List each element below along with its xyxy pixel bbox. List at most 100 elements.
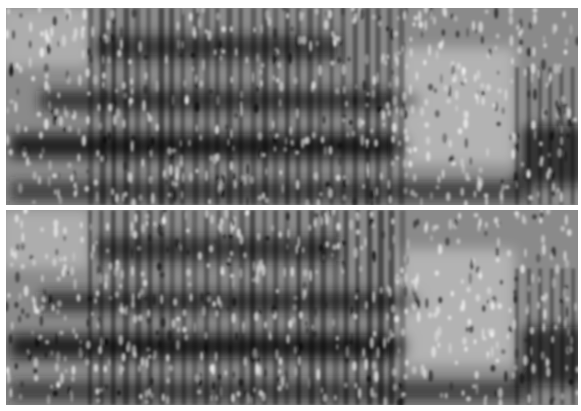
speckle (99, 35, 103, 43)
speckle (31, 200, 37, 205)
speckle (251, 277, 256, 283)
speckle (63, 233, 66, 242)
speckle (372, 392, 378, 399)
striation (570, 67, 575, 205)
speckle (478, 167, 483, 174)
speckle (104, 338, 109, 346)
speckle (80, 236, 84, 244)
speckle (90, 251, 93, 260)
speckle (532, 46, 536, 57)
speckle (50, 384, 54, 389)
speckle (466, 110, 469, 119)
speckle (8, 148, 13, 156)
speckle (148, 233, 151, 242)
speckle (195, 168, 199, 174)
speckle (476, 69, 481, 80)
speckle (184, 94, 190, 104)
speckle (423, 8, 428, 14)
speckle (518, 18, 523, 30)
speckle (519, 39, 523, 46)
speckle (220, 265, 223, 273)
speckle (315, 269, 319, 275)
speckle (188, 172, 194, 182)
speckle (473, 212, 479, 218)
speckle (385, 312, 389, 321)
speckle (13, 250, 18, 260)
speckle (7, 372, 11, 384)
speckle (308, 54, 311, 62)
speckle (21, 232, 24, 245)
speckle (6, 29, 9, 39)
speckle (57, 188, 60, 199)
speckle (496, 222, 500, 228)
speckle (269, 131, 272, 136)
speckle (508, 8, 513, 16)
speckle (143, 296, 149, 301)
speckle (355, 288, 360, 294)
speckle (9, 262, 14, 268)
speckle (131, 8, 137, 19)
speckle (179, 139, 182, 148)
speckle (511, 149, 516, 160)
speckle (273, 136, 277, 143)
speckle (295, 179, 300, 190)
striation (99, 210, 104, 405)
speckle (564, 37, 569, 46)
speckle (567, 117, 573, 128)
speckle (301, 246, 305, 254)
speckle (275, 77, 280, 83)
speckle (127, 171, 130, 183)
speckle (376, 346, 380, 359)
speckle (29, 254, 34, 260)
speckle (277, 61, 282, 69)
speckle (565, 306, 569, 318)
speckle (138, 41, 143, 53)
speckle (500, 279, 503, 285)
speckle (533, 88, 537, 101)
speckle (272, 54, 276, 65)
speckle (22, 144, 27, 154)
speckle (341, 240, 346, 246)
speckle (87, 91, 91, 96)
speckle (496, 121, 501, 127)
speckle (439, 392, 444, 398)
striation (272, 8, 279, 205)
speckle (462, 336, 467, 346)
speckle (56, 276, 61, 282)
speckle (426, 151, 431, 162)
speckle (33, 365, 38, 376)
speckle (130, 77, 133, 86)
speckle (556, 118, 560, 129)
speckle (424, 122, 430, 128)
noise-speckles (6, 210, 578, 405)
speckle (327, 9, 333, 19)
speckle (528, 357, 532, 365)
speckle (445, 191, 451, 202)
speckle (512, 133, 517, 144)
speckle (55, 107, 59, 115)
striation (216, 210, 222, 405)
speckle (327, 187, 333, 199)
speckle (302, 269, 308, 277)
speckle (457, 127, 463, 135)
speckle (534, 129, 537, 141)
speckle (95, 290, 100, 297)
speckle (391, 154, 397, 162)
speckle (148, 146, 153, 152)
speckle (133, 351, 138, 359)
speckle (343, 177, 347, 188)
speckle (418, 10, 422, 22)
speckle (371, 361, 377, 370)
speckle (449, 381, 454, 391)
speckle (283, 267, 286, 278)
speckle (230, 76, 233, 84)
speckle (78, 346, 83, 359)
speckle (63, 315, 67, 321)
speckle (540, 58, 546, 71)
speckle (399, 108, 403, 117)
speckle (57, 92, 61, 99)
speckle (386, 26, 389, 32)
speckle (335, 174, 341, 182)
speckle (560, 124, 563, 135)
speckle (403, 187, 408, 195)
